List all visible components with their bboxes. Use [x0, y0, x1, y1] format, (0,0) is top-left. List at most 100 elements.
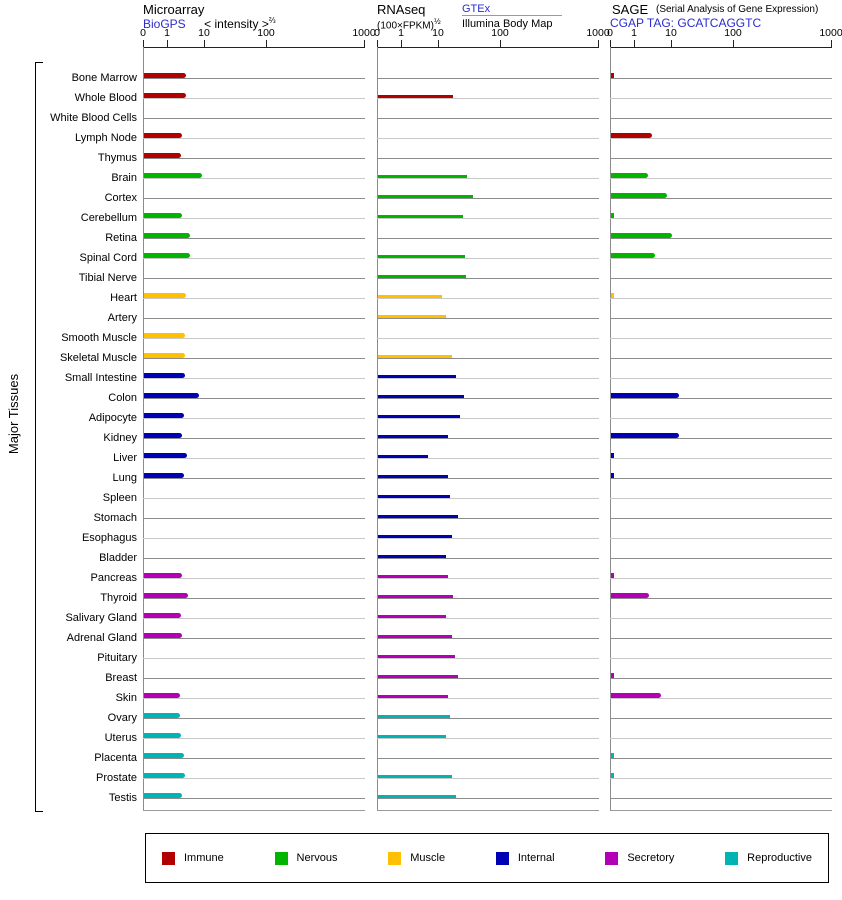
row-gridline — [610, 678, 832, 679]
expression-bar-rnaseq-heart — [378, 295, 442, 298]
tissue-label-spinal-cord: Spinal Cord — [79, 252, 137, 264]
gtex-link[interactable]: GTEx — [462, 3, 491, 15]
tissue-label-adrenal-gland: Adrenal Gland — [66, 632, 137, 644]
intensity-transform-label: < intensity >⅔ — [204, 16, 276, 31]
legend-swatch-muscle — [388, 851, 402, 865]
expression-bar-rnaseq-adrenal-gland — [378, 635, 452, 638]
expression-bar-rnaseq-spinal-cord — [378, 255, 465, 258]
row-gridline — [377, 558, 599, 559]
biogps-link[interactable]: BioGPS — [143, 17, 186, 31]
expression-bar-microarray-skin — [144, 693, 180, 698]
row-gridline — [377, 358, 599, 359]
gtex-underline — [462, 15, 562, 16]
tissue-category-legend: Immune Nervous Muscle Internal Secretory Repr… — [145, 833, 829, 883]
legend-swatch-reproductive — [725, 851, 739, 865]
row-gridline — [610, 438, 832, 439]
row-gridline — [377, 738, 599, 739]
row-gridline — [143, 658, 365, 659]
expression-bar-rnaseq-colon — [378, 395, 464, 398]
expression-bar-rnaseq-tibial-nerve — [378, 275, 466, 278]
row-gridline — [377, 678, 599, 679]
cgap-tag-link[interactable]: CGAP TAG: GCATCAGGTC — [610, 16, 762, 30]
tissue-label-small-intestine: Small Intestine — [64, 372, 137, 384]
expression-bar-rnaseq-small-intestine — [378, 375, 457, 378]
tissue-label-prostate: Prostate — [96, 772, 137, 784]
tissue-label-adipocyte: Adipocyte — [88, 412, 137, 424]
expression-bar-microarray-placenta — [144, 753, 184, 758]
row-gridline — [143, 478, 365, 479]
axis-tick — [671, 40, 672, 47]
row-gridline — [610, 718, 832, 719]
legend-label-nervous: Nervous — [296, 852, 338, 864]
tissues-bracket-bottom-tick — [35, 811, 43, 812]
expression-bar-sage-cerebellum — [611, 213, 614, 218]
row-gridline — [610, 158, 832, 159]
axis-tick — [204, 40, 205, 47]
expression-bar-microarray-spinal-cord — [144, 253, 191, 258]
row-gridline — [377, 78, 599, 79]
tissue-label-bone-marrow: Bone Marrow — [71, 72, 137, 84]
row-gridline — [377, 398, 599, 399]
axis-tick — [143, 40, 144, 47]
tissue-label-skeletal-muscle: Skeletal Muscle — [59, 352, 137, 364]
row-gridline — [143, 498, 365, 499]
panel-zero-axis — [610, 47, 611, 810]
row-gridline — [610, 238, 832, 239]
row-gridline — [143, 678, 365, 679]
row-gridline — [143, 558, 365, 559]
legend-swatch-immune — [162, 851, 175, 865]
row-gridline — [143, 738, 365, 739]
expression-bar-sage-placenta — [611, 753, 614, 758]
expression-bar-rnaseq-thyroid — [378, 595, 454, 598]
expression-bar-sage-bone-marrow — [611, 73, 614, 78]
tissue-label-stomach: Stomach — [93, 512, 137, 524]
axis-tick — [500, 40, 501, 47]
expression-bar-rnaseq-stomach — [378, 515, 458, 518]
row-gridline — [143, 138, 365, 139]
expression-bar-rnaseq-uterus — [378, 735, 447, 738]
row-gridline — [377, 498, 599, 499]
legend-item-muscle: Muscle — [388, 851, 445, 865]
expression-bar-microarray-uterus — [144, 733, 182, 738]
row-gridline — [143, 578, 365, 579]
expression-bar-rnaseq-prostate — [378, 775, 452, 778]
row-gridline — [143, 278, 365, 279]
axis-line — [143, 47, 365, 48]
tissue-label-pancreas: Pancreas — [90, 572, 137, 584]
axis-tick-label: 1000 — [352, 27, 376, 39]
expression-bar-sage-colon — [611, 393, 680, 398]
row-gridline — [143, 458, 365, 459]
expression-bar-rnaseq-lung — [378, 475, 449, 478]
panel-baseline — [610, 810, 832, 811]
tissue-label-testis: Testis — [108, 792, 137, 804]
axis-tick — [610, 40, 611, 47]
row-gridline — [143, 398, 365, 399]
expression-bar-sage-liver — [611, 453, 614, 458]
axis-tick-label: 10 — [432, 27, 444, 39]
expression-bar-microarray-colon — [144, 393, 200, 398]
axis-line — [377, 47, 599, 48]
tissue-label-kidney: Kidney — [103, 432, 137, 444]
row-gridline — [377, 98, 599, 99]
row-gridline — [143, 598, 365, 599]
row-gridline — [610, 458, 832, 459]
row-gridline — [610, 698, 832, 699]
row-gridline — [610, 118, 832, 119]
illumina-body-map-label: Illumina Body Map — [462, 18, 553, 30]
legend-label-reproductive: Reproductive — [747, 852, 812, 864]
row-gridline — [377, 618, 599, 619]
expression-bar-rnaseq-ovary — [378, 715, 450, 718]
row-gridline — [610, 98, 832, 99]
tissue-label-artery: Artery — [107, 312, 137, 324]
row-gridline — [143, 378, 365, 379]
row-gridline — [143, 718, 365, 719]
expression-bar-sage-skin — [611, 693, 661, 698]
row-gridline — [610, 78, 832, 79]
row-gridline — [377, 118, 599, 119]
axis-tick-label: 10 — [198, 27, 210, 39]
axis-tick-label: 1000 — [819, 27, 842, 39]
axis-tick — [634, 40, 635, 47]
panel-zero-axis — [143, 47, 144, 810]
expression-bar-rnaseq-bladder — [378, 555, 447, 558]
legend-item-reproductive: Reproductive — [725, 851, 812, 865]
